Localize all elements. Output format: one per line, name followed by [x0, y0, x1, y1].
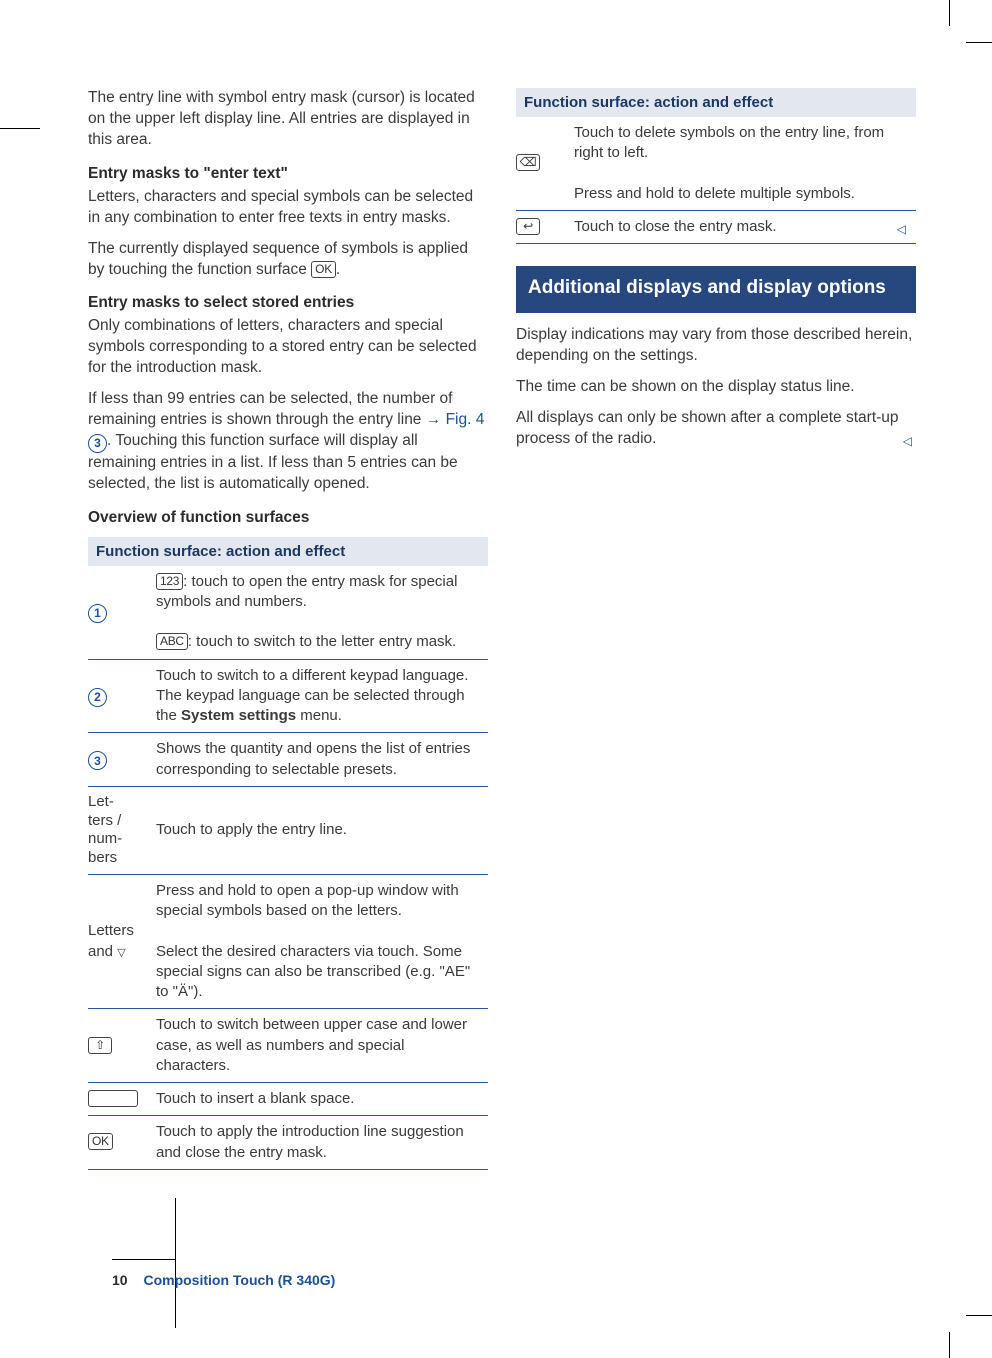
heading-entry-masks-select: Entry masks to select stored entries	[88, 294, 488, 312]
table-row: 3 Shows the quantity and opens the list …	[88, 733, 488, 787]
table-row: 1 123: touch to open the entry mask for …	[88, 566, 488, 660]
cropmark	[949, 0, 950, 26]
text: . Touching this function surface will di…	[88, 432, 458, 492]
key-123: 123	[156, 573, 183, 590]
table-row: ↩ Touch to close the entry mask. ◁	[516, 211, 916, 244]
text: : touch to open the entry mask for speci…	[156, 573, 457, 610]
heading-entry-masks-enter: Entry masks to "enter text"	[88, 165, 488, 183]
table-header: Function surface: action and effect	[516, 88, 916, 117]
circle-3: 3	[88, 751, 107, 770]
footer-rule	[112, 1259, 175, 1260]
fig-link[interactable]: Fig. 4	[446, 411, 485, 428]
text: Touch to switch between upper case and l…	[156, 1009, 488, 1083]
text: Shows the quantity and opens the list of…	[156, 733, 488, 787]
paragraph: The currently displayed sequence of symb…	[88, 239, 488, 281]
shift-icon: ⇧	[88, 1037, 112, 1054]
text: Press and hold to delete multiple symbol…	[574, 185, 855, 202]
table-row: Lettersand ▽ Press and hold to open a po…	[88, 874, 488, 1009]
text: .	[336, 261, 340, 278]
circle-2: 2	[88, 688, 107, 707]
text: Press and hold to open a pop-up window w…	[156, 882, 459, 919]
paragraph: Display indications may vary from those …	[516, 325, 916, 367]
key-abc: ABC	[156, 633, 188, 650]
function-surface-table: 1 123: touch to open the entry mask for …	[88, 566, 488, 1170]
cropmark	[949, 1332, 950, 1358]
text: The currently displayed sequence of symb…	[88, 240, 468, 278]
section-heading: Additional displays and display options	[516, 266, 916, 313]
end-marker-icon: ◁	[903, 433, 912, 449]
footer-rule	[175, 1198, 176, 1328]
left-column: The entry line with symbol entry mask (c…	[88, 88, 488, 1170]
text: Touch to insert a blank space.	[156, 1083, 488, 1116]
paragraph: If less than 99 entries can be selected,…	[88, 389, 488, 494]
paragraph: Only combinations of letters, characters…	[88, 316, 488, 379]
back-icon: ↩	[516, 218, 540, 235]
circle-1: 1	[88, 604, 107, 623]
text: : touch to switch to the letter entry ma…	[188, 633, 456, 650]
page-number: 10	[112, 1272, 128, 1288]
key-ok: OK	[311, 261, 336, 278]
key-ok: OK	[88, 1133, 113, 1150]
paragraph: All displays can only be shown after a c…	[516, 408, 916, 450]
table-row: 2 Touch to switch to a different keypad …	[88, 659, 488, 733]
table-row: OK Touch to apply the introduction line …	[88, 1116, 488, 1170]
text: menu.	[296, 707, 342, 724]
page-footer: 10 Composition Touch (R 340G)	[112, 1272, 335, 1288]
cropmark	[966, 42, 992, 43]
arrow: →	[426, 411, 442, 428]
label-letters-numbers: Let-ters /num-bers	[88, 786, 156, 874]
table-row: ⌫ Touch to delete symbols on the entry l…	[516, 117, 916, 211]
label-letters-tri: Lettersand ▽	[88, 874, 156, 1009]
text: Touch to apply the entry line.	[156, 786, 488, 874]
paragraph: Letters, characters and special symbols …	[88, 187, 488, 229]
table-row: Touch to insert a blank space.	[88, 1083, 488, 1116]
table-row: ⇧ Touch to switch between upper case and…	[88, 1009, 488, 1083]
text: Touch to apply the introduction line sug…	[156, 1116, 488, 1170]
function-surface-table-2: ⌫ Touch to delete symbols on the entry l…	[516, 117, 916, 244]
text: All displays can only be shown after a c…	[516, 409, 899, 447]
text: Select the desired characters via touch.…	[156, 943, 470, 1001]
circle-ref-3: 3	[88, 434, 107, 453]
cropmark	[966, 1315, 992, 1316]
space-icon	[88, 1090, 138, 1107]
text: If less than 99 entries can be selected,…	[88, 390, 452, 428]
backspace-icon: ⌫	[516, 154, 540, 171]
right-column: Function surface: action and effect ⌫ To…	[516, 88, 916, 1170]
heading-overview: Overview of function surfaces	[88, 509, 488, 527]
doc-title: Composition Touch (R 340G)	[143, 1272, 335, 1288]
table-row: Let-ters /num-bers Touch to apply the en…	[88, 786, 488, 874]
end-marker-icon: ◁	[897, 221, 906, 237]
text: Touch to close the entry mask.	[574, 218, 777, 235]
paragraph: The time can be shown on the display sta…	[516, 377, 916, 398]
paragraph: The entry line with symbol entry mask (c…	[88, 88, 488, 151]
page-content: The entry line with symbol entry mask (c…	[88, 88, 918, 1170]
sys-settings: System settings	[181, 707, 296, 724]
cropmark	[0, 128, 40, 129]
text: Touch to delete symbols on the entry lin…	[574, 124, 884, 161]
table-header: Function surface: action and effect	[88, 537, 488, 566]
